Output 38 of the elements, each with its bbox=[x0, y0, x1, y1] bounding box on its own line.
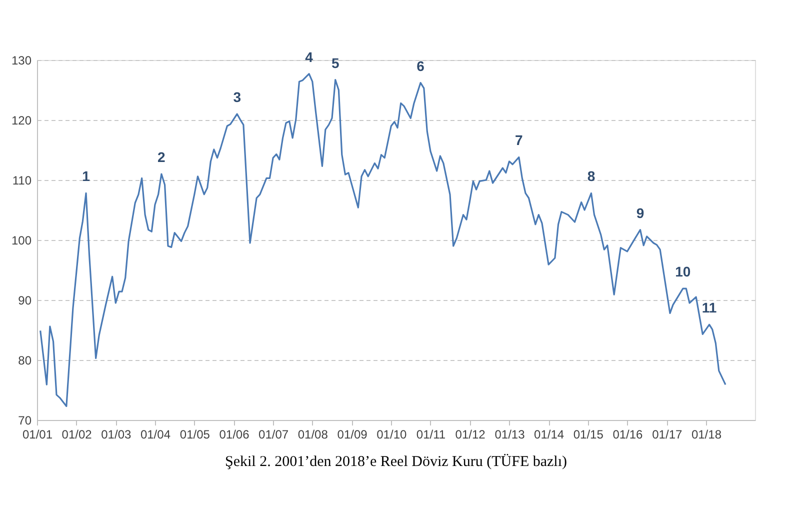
annotation: 5 bbox=[331, 54, 340, 71]
annotation: 6 bbox=[416, 58, 425, 74]
x-tick-label: 01/17 bbox=[652, 428, 682, 442]
annotation: 3 bbox=[233, 89, 242, 105]
y-tick-label: 130 bbox=[11, 54, 32, 68]
y-tick-label: 100 bbox=[11, 234, 32, 248]
x-tick-label: 01/18 bbox=[691, 428, 722, 442]
x-tick-label: 01/03 bbox=[101, 428, 132, 442]
y-tick-label: 80 bbox=[18, 354, 32, 368]
annotation: 11 bbox=[702, 300, 717, 316]
x-tick-label: 01/12 bbox=[455, 428, 486, 442]
annotation: 2 bbox=[158, 149, 166, 165]
annotation: 9 bbox=[636, 204, 644, 221]
x-tick-label: 01/07 bbox=[258, 428, 289, 442]
annotation: 10 bbox=[675, 264, 691, 280]
x-tick-label: 01/16 bbox=[612, 428, 644, 442]
x-tick-label: 01/05 bbox=[180, 428, 210, 442]
x-tick-label: 01/06 bbox=[219, 428, 250, 442]
annotation: 4 bbox=[305, 48, 314, 65]
y-tick-label: 120 bbox=[11, 114, 32, 128]
y-tick-label: 70 bbox=[18, 414, 32, 428]
x-tick-label: 01/01 bbox=[22, 428, 53, 442]
x-tick-label: 01/10 bbox=[376, 428, 407, 442]
x-tick-label: 01/14 bbox=[534, 428, 564, 442]
y-tick-label: 90 bbox=[18, 294, 32, 308]
text: Şekil 2. 2001’den 2018’e Reel Döviz Kuru (TÜFE bazlı) bbox=[224, 453, 568, 470]
annotation: 8 bbox=[587, 168, 596, 184]
x-tick-label: 01/08 bbox=[298, 428, 328, 442]
x-tick-label: 01/02 bbox=[62, 428, 92, 442]
annotation: 7 bbox=[515, 132, 524, 148]
x-tick-label: 01/09 bbox=[337, 428, 368, 442]
x-tick-label: 01/11 bbox=[416, 428, 446, 442]
annotation: 1 bbox=[82, 168, 90, 184]
x-tick-label: 01/04 bbox=[140, 428, 171, 442]
line-series bbox=[40, 73, 726, 407]
x-tick-label: 01/13 bbox=[494, 428, 526, 442]
y-tick-label: 110 bbox=[12, 174, 32, 188]
x-tick-label: 01/15 bbox=[573, 428, 604, 442]
